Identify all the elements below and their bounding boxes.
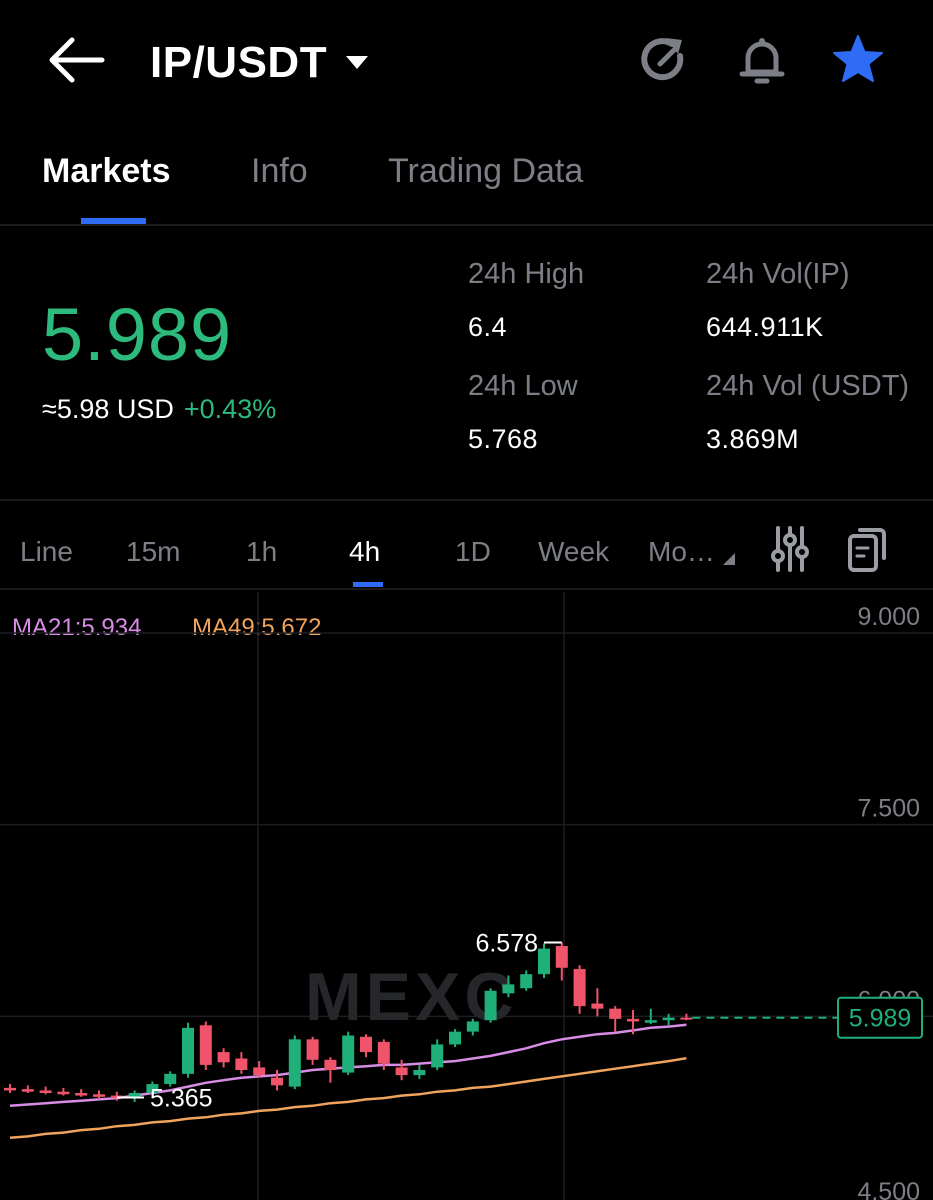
candle-down	[235, 1058, 248, 1070]
candle-down	[395, 1067, 408, 1076]
y-tick-label: 9.000	[857, 603, 920, 631]
candle-up	[449, 1031, 461, 1045]
candle-down	[4, 1087, 16, 1091]
divider	[0, 499, 933, 501]
candle-up	[644, 1020, 657, 1023]
candle-down	[609, 1008, 622, 1019]
candle-up	[662, 1017, 675, 1021]
high-marker-label: 6.578	[475, 929, 538, 957]
ma49-legend: MA49:5.672	[192, 614, 322, 641]
candle-up	[146, 1084, 159, 1093]
tf-1h[interactable]: 1h	[246, 536, 278, 567]
candle-up	[520, 974, 533, 989]
refresh-icon[interactable]	[636, 32, 692, 88]
candle-down	[21, 1089, 34, 1092]
price-change: +0.43%	[183, 394, 277, 424]
vol-usdt-value: 3.869M	[706, 424, 800, 454]
indicator-settings-icon[interactable]	[768, 524, 812, 574]
candle-down	[253, 1067, 266, 1076]
vol-usdt-label: 24h Vol (USDT)	[706, 370, 910, 402]
candle-down	[627, 1018, 639, 1022]
low-value: 5.768	[468, 424, 539, 454]
ma49-line	[9, 1056, 687, 1139]
pair-title[interactable]: IP/USDT	[150, 38, 328, 87]
tab-markets[interactable]: Markets	[42, 152, 171, 190]
tf-week[interactable]: Week	[538, 536, 610, 567]
bell-icon[interactable]	[734, 32, 790, 88]
candle-down	[271, 1077, 283, 1086]
candle-up	[413, 1070, 426, 1076]
usd-line: ≈5.98 USD +0.43%	[42, 394, 276, 425]
more-caret-icon	[723, 553, 735, 565]
tf-1d[interactable]: 1D	[455, 536, 491, 567]
ma21-legend: MA21:5.934	[12, 614, 142, 641]
top-bar: IP/USDT	[0, 0, 933, 120]
candle-down	[680, 1017, 693, 1020]
candle-down	[217, 1052, 230, 1063]
active-timeframe-indicator	[353, 582, 383, 587]
candle-down	[39, 1090, 52, 1093]
candle-down	[199, 1025, 212, 1065]
usd-approx: ≈5.98 USD	[42, 394, 174, 424]
candle-down	[306, 1039, 319, 1060]
candle-up	[431, 1044, 444, 1068]
candle-up	[502, 984, 515, 994]
last-price-tag	[837, 996, 923, 1039]
tab-trading-data[interactable]: Trading Data	[388, 152, 584, 190]
candle-down	[93, 1094, 105, 1097]
timeframe-bar: Line 15m 1h 4h 1D Week Mo…	[0, 510, 933, 590]
candle-down	[324, 1059, 337, 1070]
candle-down	[377, 1041, 390, 1064]
last-price-label: 5.989	[849, 1005, 912, 1033]
candle-up	[466, 1021, 479, 1032]
candle-up	[164, 1073, 177, 1085]
copy-chart-icon[interactable]	[846, 524, 890, 574]
last-price: 5.989	[42, 293, 233, 376]
candle-down	[360, 1036, 372, 1053]
tf-more[interactable]: Mo…	[648, 536, 715, 567]
section-tabs: Markets Info Trading Data	[0, 130, 933, 226]
high-value: 6.4	[468, 312, 508, 342]
active-tab-indicator	[81, 218, 146, 224]
candle-up	[538, 948, 550, 975]
vol-ip-value: 644.911K	[706, 312, 824, 342]
candle-down	[591, 1003, 604, 1009]
candle-up	[484, 990, 497, 1021]
caret-down-icon[interactable]	[344, 52, 370, 72]
candle-up	[128, 1093, 141, 1099]
tab-info[interactable]: Info	[251, 152, 308, 190]
tf-line[interactable]: Line	[20, 536, 73, 567]
arrow-left-icon[interactable]	[44, 34, 106, 86]
candle-down	[573, 969, 586, 1007]
y-tick-label: 7.500	[857, 795, 920, 823]
low-label: 24h Low	[468, 370, 578, 402]
candle-up	[288, 1039, 301, 1087]
candle-down	[75, 1093, 88, 1096]
tf-15m[interactable]: 15m	[126, 536, 181, 567]
candle-up	[182, 1027, 194, 1074]
low-marker-label: 5.365	[150, 1084, 213, 1112]
vol-ip-label: 24h Vol(IP)	[706, 258, 850, 290]
candle-up	[342, 1035, 355, 1073]
tf-4h[interactable]: 4h	[349, 536, 381, 567]
y-tick-label: 4.500	[857, 1178, 920, 1200]
star-icon[interactable]	[830, 32, 886, 88]
high-label: 24h High	[468, 258, 585, 290]
candle-down	[57, 1091, 70, 1095]
candle-down	[555, 946, 568, 968]
